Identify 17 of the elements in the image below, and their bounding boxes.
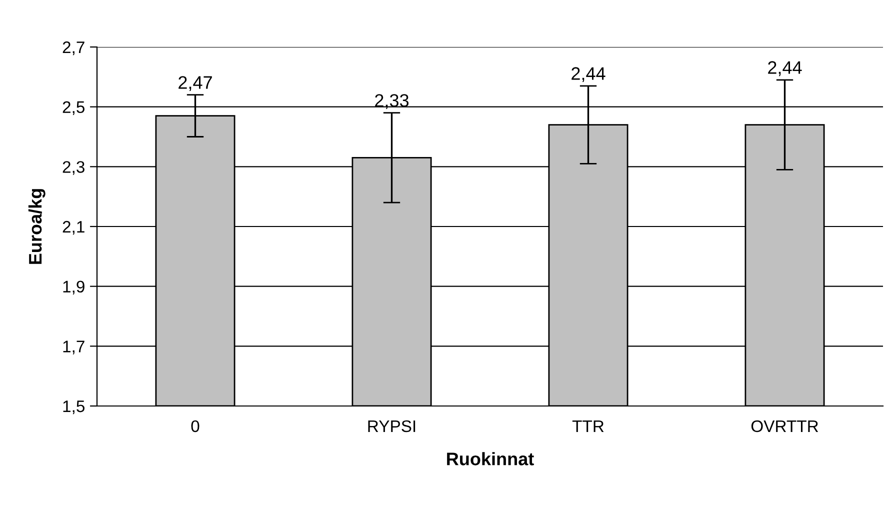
y-tick-label: 2,7 bbox=[62, 41, 84, 56]
x-tick-label: 0 bbox=[191, 420, 200, 432]
data-label: 2,47 bbox=[178, 76, 212, 92]
data-label: 2,44 bbox=[572, 67, 606, 82]
y-tick-label: 1,7 bbox=[63, 340, 84, 354]
x-axis-title: Ruokinnat bbox=[447, 452, 534, 466]
y-tick-label: 2,3 bbox=[62, 161, 84, 175]
y-tick-label: 1,5 bbox=[63, 400, 84, 414]
x-tick-label: TTR bbox=[572, 420, 604, 432]
data-label: 2,44 bbox=[768, 61, 802, 76]
y-axis-title: Euroa/kg bbox=[28, 189, 46, 264]
y-tick-label: 2,1 bbox=[62, 220, 84, 235]
y-tick-label: 2,5 bbox=[62, 101, 84, 116]
x-tick-label: RYPSI bbox=[368, 420, 416, 432]
data-label: 2,33 bbox=[375, 94, 409, 109]
y-tick-label: 1,9 bbox=[63, 280, 84, 295]
x-tick-label: OVRTTR bbox=[751, 420, 818, 432]
